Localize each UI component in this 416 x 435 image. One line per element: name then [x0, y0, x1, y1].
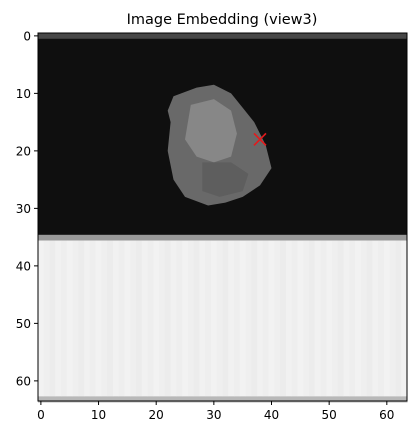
plot-frame — [37, 32, 408, 402]
x-tick-label: 30 — [206, 408, 221, 422]
heatmap-column — [107, 240, 114, 397]
marker-stroke — [253, 132, 267, 146]
y-tick-label: 40 — [16, 259, 31, 273]
chart-title: Image Embedding (view3) — [127, 12, 318, 28]
x-tick-label: 10 — [91, 408, 106, 422]
heatmap-column — [251, 240, 258, 397]
heatmap-column — [234, 240, 241, 397]
heatmap-column — [291, 240, 298, 397]
x-axis: 0 10 20 30 40 50 60 — [37, 401, 394, 422]
heatmap-column — [118, 240, 125, 397]
heatmap-column — [389, 240, 396, 397]
heatmap-column — [49, 240, 56, 397]
heatmap-column — [182, 240, 189, 397]
heatmap-column — [228, 240, 235, 397]
heatmap-column — [130, 240, 137, 397]
heatmap-column — [66, 240, 73, 397]
heatmap-column — [332, 240, 339, 397]
heatmap-column — [170, 240, 177, 397]
heatmap-column — [153, 240, 160, 397]
heatmap-column — [245, 240, 252, 397]
heatmap-column — [262, 240, 270, 397]
x-tick-label: 40 — [264, 408, 279, 422]
x-tick-label: 60 — [379, 408, 394, 422]
heatmap-column — [349, 240, 356, 397]
heatmap-column — [401, 240, 408, 397]
heatmap-region — [38, 234, 408, 242]
y-tick-label: 50 — [16, 317, 31, 331]
heatmap-column — [372, 240, 379, 397]
heatmap-column — [112, 240, 120, 397]
heatmap-column — [124, 240, 131, 397]
heatmap-column — [84, 240, 91, 397]
heatmap-column — [159, 240, 166, 397]
heatmap-column — [366, 240, 373, 397]
y-tick-label: 60 — [16, 374, 31, 388]
heatmap-object-highlight — [185, 99, 237, 163]
heatmap-region — [38, 33, 408, 40]
heatmap-column — [187, 240, 195, 397]
heatmap-column — [320, 240, 327, 397]
heatmap-column — [303, 240, 310, 397]
heatmap-column — [239, 240, 246, 397]
heatmap-column — [297, 240, 304, 397]
heatmap-column — [199, 240, 206, 397]
heatmap-column — [257, 240, 264, 397]
heatmap-column — [378, 240, 385, 397]
heatmap-column — [308, 240, 316, 397]
y-tick-label: 30 — [16, 202, 31, 216]
heatmap-column — [268, 240, 275, 397]
heatmap-column — [383, 240, 391, 397]
x-tick-label: 50 — [322, 408, 337, 422]
heatmap-column — [343, 240, 350, 397]
heatmap-column — [95, 240, 102, 397]
y-tick-label: 0 — [23, 29, 31, 43]
heatmap-column — [360, 240, 368, 397]
heatmap-column — [136, 240, 143, 397]
heatmap-region — [38, 396, 408, 403]
x-tick-label: 0 — [37, 408, 45, 422]
heatmap-column — [395, 240, 402, 397]
heatmap-column — [337, 240, 344, 397]
heatmap-column — [147, 240, 154, 397]
heatmap-column — [89, 240, 97, 397]
heatmap-column — [216, 240, 223, 397]
heatmap-column — [274, 240, 281, 397]
y-tick-label: 10 — [16, 87, 31, 101]
heatmap-column — [141, 240, 148, 397]
heatmap-column — [38, 240, 45, 397]
heatmap-column — [193, 240, 200, 397]
heatmap-column — [326, 240, 333, 397]
y-tick-label: 20 — [16, 144, 31, 158]
heatmap-column — [314, 240, 321, 397]
heatmap-column — [55, 240, 62, 397]
heatmap-column — [280, 240, 287, 397]
heatmap-object-shadow — [202, 162, 249, 197]
heatmap-column — [43, 240, 50, 397]
heatmap-column — [205, 240, 212, 397]
heatmap-column — [355, 240, 362, 397]
x-tick-label: 20 — [149, 408, 164, 422]
data-marker — [253, 132, 267, 146]
heatmap-column — [164, 240, 172, 397]
heatmap-column — [222, 240, 229, 397]
heatmap-column — [176, 240, 183, 397]
heatmap-column — [101, 240, 108, 397]
heatmap-column — [285, 240, 293, 397]
heatmap-image — [38, 33, 408, 403]
heatmap-column — [72, 240, 79, 397]
heatmap-column — [61, 240, 68, 397]
heatmap-column — [210, 240, 218, 397]
heatmap-column — [78, 240, 85, 397]
y-axis: 0 10 20 30 40 50 60 — [16, 29, 38, 388]
